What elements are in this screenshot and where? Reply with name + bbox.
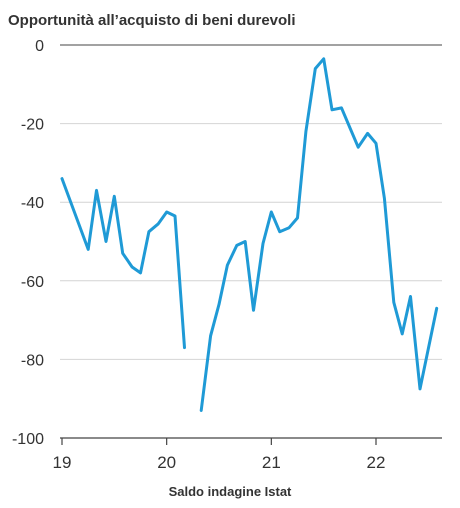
- x-tick-label: 20: [157, 453, 176, 472]
- x-axis-ticks: 19 20 21 22: [53, 438, 386, 472]
- x-tick-label: 19: [53, 453, 72, 472]
- y-axis-ticks: 0 -20 -40 -60 -80 -100: [12, 38, 44, 448]
- y-tick-label: 0: [35, 38, 44, 55]
- gridlines: [60, 44, 442, 439]
- y-tick-label: -40: [21, 195, 44, 212]
- y-tick-label: -20: [21, 117, 44, 134]
- series-line: [60, 177, 186, 350]
- x-axis-label: Saldo indagine Istat: [169, 484, 292, 499]
- y-tick-label: -80: [21, 352, 44, 369]
- y-tick-label: -100: [12, 431, 44, 448]
- y-tick-label: -60: [21, 274, 44, 291]
- series-line: [199, 57, 439, 412]
- chart-title: Opportunità all’acquisto di beni durevol…: [8, 12, 296, 29]
- x-tick-label: 21: [262, 453, 281, 472]
- series-layer: [60, 57, 439, 412]
- x-tick-label: 22: [367, 453, 386, 472]
